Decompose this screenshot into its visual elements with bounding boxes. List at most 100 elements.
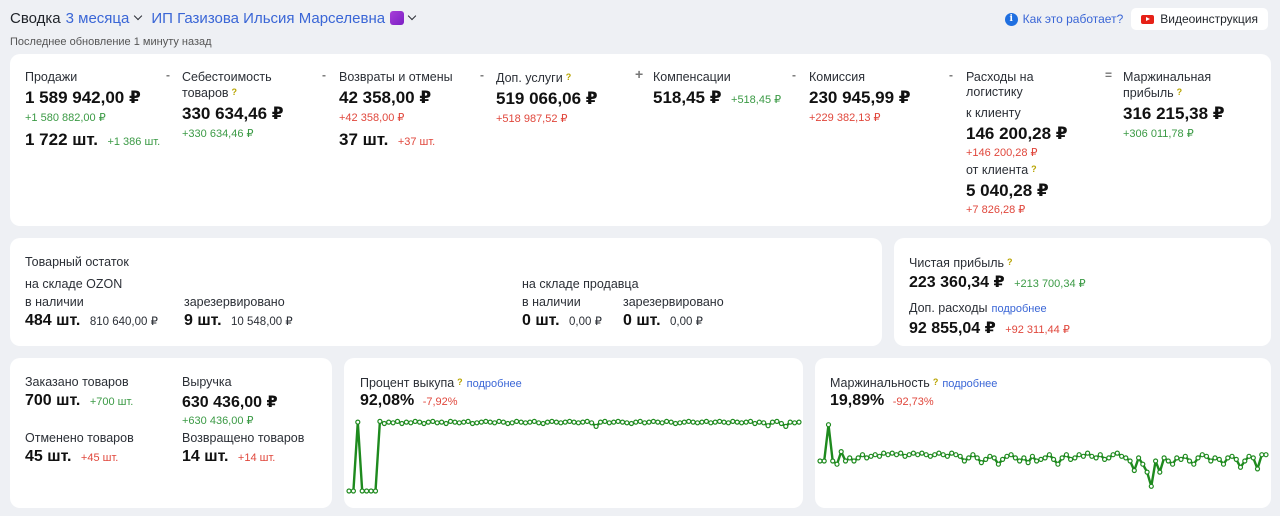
data-point[interactable]: [765, 423, 771, 429]
data-point[interactable]: [1199, 452, 1205, 458]
data-point[interactable]: [978, 459, 984, 466]
data-point[interactable]: [1025, 459, 1031, 466]
data-point[interactable]: [787, 419, 793, 425]
data-point[interactable]: [1170, 461, 1176, 467]
data-point[interactable]: [778, 420, 784, 427]
data-point[interactable]: [474, 420, 480, 426]
data-point[interactable]: [1063, 452, 1069, 458]
data-point[interactable]: [889, 450, 895, 456]
data-point[interactable]: [364, 488, 370, 494]
data-point[interactable]: [699, 419, 705, 425]
data-point[interactable]: [1017, 458, 1023, 464]
data-point[interactable]: [743, 419, 749, 425]
data-point[interactable]: [483, 418, 489, 424]
data-point[interactable]: [936, 450, 942, 456]
data-point[interactable]: [390, 420, 396, 426]
data-point[interactable]: [953, 452, 959, 458]
data-point[interactable]: [505, 420, 511, 427]
data-point[interactable]: [1123, 455, 1129, 461]
data-point[interactable]: [399, 420, 405, 427]
data-point[interactable]: [549, 418, 555, 424]
data-point[interactable]: [1076, 452, 1082, 458]
data-point[interactable]: [717, 418, 723, 424]
data-point[interactable]: [580, 419, 586, 425]
data-point[interactable]: [1186, 458, 1193, 464]
data-point[interactable]: [721, 419, 727, 425]
video-instruction-button[interactable]: Видеоинструкция: [1131, 8, 1268, 30]
hint-icon[interactable]: ?: [565, 72, 572, 82]
hint-icon[interactable]: ?: [932, 377, 939, 387]
data-point[interactable]: [447, 418, 454, 424]
data-point[interactable]: [465, 418, 471, 424]
data-point[interactable]: [1136, 455, 1142, 461]
data-point[interactable]: [567, 418, 573, 424]
data-point[interactable]: [416, 419, 423, 425]
data-point[interactable]: [1093, 455, 1099, 461]
data-point[interactable]: [624, 420, 630, 426]
data-point[interactable]: [372, 488, 379, 494]
data-point[interactable]: [817, 458, 823, 464]
data-point[interactable]: [443, 420, 449, 427]
data-point[interactable]: [949, 450, 955, 456]
data-point[interactable]: [619, 419, 626, 425]
data-point[interactable]: [756, 419, 762, 425]
data-point[interactable]: [1157, 469, 1163, 475]
data-point[interactable]: [611, 419, 617, 425]
data-point[interactable]: [1140, 461, 1146, 467]
data-point[interactable]: [876, 453, 883, 459]
data-point[interactable]: [544, 419, 551, 425]
data-point[interactable]: [1208, 458, 1214, 464]
data-point[interactable]: [974, 455, 980, 461]
data-point[interactable]: [1042, 455, 1048, 461]
data-point[interactable]: [668, 419, 674, 425]
data-point[interactable]: [752, 420, 758, 427]
data-point[interactable]: [1114, 450, 1120, 456]
data-point[interactable]: [983, 456, 989, 463]
data-point[interactable]: [725, 420, 731, 426]
data-point[interactable]: [408, 420, 414, 426]
data-point[interactable]: [394, 418, 401, 424]
data-point[interactable]: [1072, 455, 1078, 461]
data-point[interactable]: [885, 452, 891, 458]
data-point[interactable]: [677, 420, 683, 426]
data-point[interactable]: [1220, 461, 1227, 467]
data-point[interactable]: [1178, 456, 1184, 463]
period-selector[interactable]: 3 месяца: [65, 9, 130, 27]
data-point[interactable]: [1008, 452, 1014, 458]
data-point[interactable]: [864, 455, 870, 461]
data-point[interactable]: [593, 423, 599, 429]
data-point[interactable]: [902, 453, 908, 459]
data-point[interactable]: [1259, 452, 1265, 458]
data-point[interactable]: [646, 419, 652, 425]
data-point[interactable]: [518, 419, 524, 425]
data-point[interactable]: [1119, 453, 1125, 459]
data-point[interactable]: [589, 420, 595, 426]
data-point[interactable]: [842, 458, 849, 464]
data-point[interactable]: [346, 488, 352, 494]
data-point[interactable]: [1263, 452, 1269, 458]
hint-icon[interactable]: ?: [231, 87, 238, 97]
buyout-more-link[interactable]: подробнее: [466, 378, 522, 390]
data-point[interactable]: [919, 450, 925, 456]
chevron-down-icon[interactable]: [134, 11, 143, 21]
data-point[interactable]: [1182, 453, 1188, 459]
data-point[interactable]: [1250, 455, 1256, 461]
data-point[interactable]: [1191, 461, 1197, 467]
data-point[interactable]: [1165, 458, 1171, 464]
data-point[interactable]: [940, 452, 946, 458]
data-point[interactable]: [412, 418, 418, 424]
data-point[interactable]: [1212, 455, 1218, 461]
data-point[interactable]: [500, 419, 506, 425]
data-point[interactable]: [1203, 453, 1210, 459]
data-point[interactable]: [898, 450, 904, 456]
data-point[interactable]: [703, 418, 709, 424]
data-point[interactable]: [553, 419, 559, 425]
data-point[interactable]: [970, 452, 976, 458]
data-point[interactable]: [425, 419, 432, 425]
data-point[interactable]: [868, 453, 874, 459]
extra-expenses-more-link[interactable]: подробнее: [991, 303, 1047, 315]
data-point[interactable]: [642, 420, 648, 426]
data-point[interactable]: [478, 419, 484, 425]
data-point[interactable]: [1029, 453, 1035, 459]
data-point[interactable]: [1059, 455, 1065, 461]
